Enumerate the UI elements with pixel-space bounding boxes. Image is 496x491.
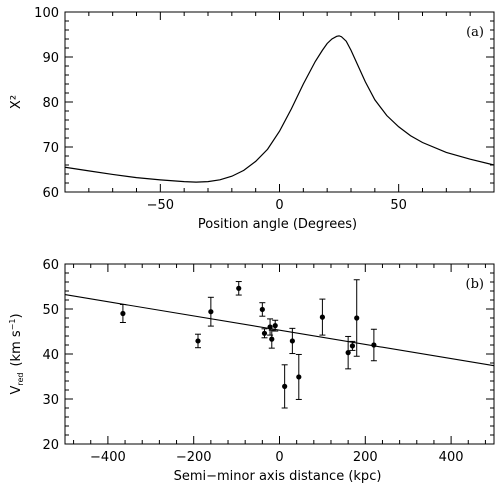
y-tick-label: 70 xyxy=(42,141,59,156)
data-point xyxy=(371,342,377,348)
y-tick-label: 60 xyxy=(42,186,59,201)
data-point xyxy=(236,285,242,291)
y-tick-label: 20 xyxy=(42,438,59,453)
ylabel-unit-sup: −1 xyxy=(8,319,17,331)
panel-b-frame xyxy=(64,263,495,445)
data-point xyxy=(272,323,278,329)
y-tick-label: 80 xyxy=(42,96,59,111)
panel-a-y-axis-label: X² xyxy=(9,95,24,109)
panel-b-label: (b) xyxy=(466,277,484,292)
panel-a-label: (a) xyxy=(466,25,484,40)
fit-line xyxy=(64,294,495,367)
x-tick-label: 400 xyxy=(439,450,464,465)
data-point xyxy=(195,338,201,344)
x-tick-label: 200 xyxy=(353,450,378,465)
panel-a-plot xyxy=(64,35,495,183)
ylabel-sub: red xyxy=(16,373,25,386)
data-point xyxy=(282,383,288,389)
data-point xyxy=(261,330,268,336)
y-tick-label: 40 xyxy=(42,348,59,363)
ylabel-main: V xyxy=(9,386,24,395)
ylabel-unit: (km s xyxy=(9,330,24,366)
panel-b-x-axis-label: Semi−minor axis distance (kpc) xyxy=(174,469,382,484)
data-point xyxy=(349,343,356,349)
panel-a-ticks: −50 0 50 60 70 80 90 100 xyxy=(34,6,495,213)
x-tick-label: −400 xyxy=(90,450,126,465)
data-point xyxy=(259,306,265,313)
ylabel-unit-close: ) xyxy=(9,313,24,318)
panel-b-y-axis-label: Vred (km s−1) xyxy=(8,313,25,394)
y-tick-label: 50 xyxy=(42,303,59,318)
panel-a: −50 0 50 60 70 80 90 100 (a) Position angle (De… xyxy=(9,6,495,232)
data-point xyxy=(354,315,360,321)
data-point xyxy=(269,336,275,342)
data-point xyxy=(289,338,295,344)
panel-b: −400 −200 0 200 400 20 30 40 50 60 (b) Semi−minor… xyxy=(8,258,495,484)
x-tick-label: −200 xyxy=(176,450,212,465)
panel-b-ticks: −400 −200 0 200 400 20 30 40 50 60 xyxy=(42,258,494,465)
y-tick-label: 100 xyxy=(34,6,59,21)
data-point xyxy=(345,350,351,356)
x-tick-label: 0 xyxy=(275,450,283,465)
data-point xyxy=(267,324,273,330)
data-point xyxy=(319,314,325,320)
data-point xyxy=(296,374,302,380)
x-tick-label: 50 xyxy=(390,198,407,213)
x-tick-label: −50 xyxy=(147,198,174,213)
data-point xyxy=(208,309,214,315)
panel-b-plot xyxy=(64,279,495,409)
y-tick-label: 90 xyxy=(42,51,59,66)
data-point xyxy=(120,310,126,317)
panel-a-frame xyxy=(64,11,495,193)
chi-square-curve xyxy=(64,35,495,183)
y-tick-label: 30 xyxy=(42,393,59,408)
panel-a-x-axis-label: Position angle (Degrees) xyxy=(198,217,357,232)
x-tick-label: 0 xyxy=(275,198,283,213)
y-tick-label: 60 xyxy=(42,258,59,273)
